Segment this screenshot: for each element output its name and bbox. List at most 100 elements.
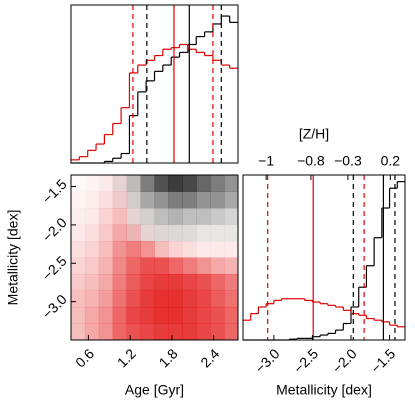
density-cell: [168, 274, 183, 291]
density-cell: [224, 224, 239, 242]
density-cell: [112, 208, 127, 225]
density-cell: [71, 208, 86, 225]
density-cell: [224, 290, 239, 308]
density-cell: [154, 241, 169, 258]
axes-frame: [242, 174, 406, 341]
density-cell: [98, 290, 114, 308]
density-cell: [98, 224, 114, 242]
density-cell: [154, 290, 169, 308]
density-cell: [224, 241, 239, 258]
x-tick-label: −3.0: [252, 345, 283, 376]
density-cell: [112, 307, 127, 324]
density-cell: [224, 191, 239, 209]
density-cell: [196, 241, 211, 258]
x-axis-label: Metallicity [dex]: [276, 382, 372, 398]
density-cell: [71, 274, 86, 291]
density-cell: [140, 274, 155, 291]
density-cell: [224, 323, 239, 341]
density-cell: [196, 307, 211, 324]
x-tick-label: 1.8: [156, 345, 181, 370]
density-cell: [112, 224, 127, 242]
density-cell: [112, 175, 127, 192]
density-cell: [182, 323, 197, 341]
density-cell: [84, 191, 100, 209]
density-cell: [168, 257, 183, 275]
density-cell: [126, 175, 141, 192]
density-cell: [168, 290, 183, 308]
x-tick-label: 2.4: [197, 345, 222, 370]
density-cell: [182, 175, 197, 192]
density-cell: [112, 257, 127, 275]
y-tick-label: −2.5: [39, 253, 70, 284]
density-cell: [196, 224, 211, 242]
y-tick-label: −2.0: [39, 214, 70, 245]
density-cell: [84, 241, 100, 258]
density-cell: [126, 191, 141, 209]
density-cell: [168, 175, 183, 192]
density-cell: [154, 323, 169, 341]
density-cell: [71, 257, 86, 275]
density-cell: [71, 191, 86, 209]
density-cell: [126, 224, 141, 242]
density-cell: [126, 241, 141, 258]
x2-tick-label: −0.8: [297, 153, 325, 169]
density-cell: [182, 307, 197, 324]
density-cell: [140, 257, 155, 275]
density-cell: [126, 323, 141, 341]
density-cell: [140, 224, 155, 242]
axes-frame: [70, 174, 239, 341]
x-tick-label: 1.2: [114, 345, 139, 370]
density-cell: [154, 191, 169, 209]
density-cell: [112, 274, 127, 291]
x2-tick-label: 0.2: [381, 153, 401, 169]
density-cell: [182, 224, 197, 242]
x-tick-label: −2.5: [290, 345, 321, 376]
density-cell: [126, 290, 141, 308]
density-cell: [196, 274, 211, 291]
density-cell: [210, 307, 225, 324]
density-cell: [112, 191, 127, 209]
density-cell: [126, 208, 141, 225]
density-cell: [210, 274, 225, 291]
density-cell: [71, 241, 86, 258]
density-cell: [182, 274, 197, 291]
density-cell: [71, 323, 86, 341]
density-cell: [210, 290, 225, 308]
density-cell: [140, 224, 155, 242]
x-axis-label: Age [Gyr]: [125, 382, 184, 398]
density-cell: [182, 257, 197, 275]
density-cell: [196, 257, 211, 275]
density-cell: [182, 191, 197, 209]
density-cell: [71, 307, 86, 324]
density-cell: [126, 208, 141, 225]
x-tick-label: −2.0: [329, 345, 360, 376]
density-cell: [140, 323, 155, 341]
density-cell: [154, 208, 169, 225]
density-cell: [84, 323, 100, 341]
density-cell: [196, 208, 211, 225]
density-cell: [224, 257, 239, 275]
density-cell: [98, 257, 114, 275]
density-cell: [112, 175, 127, 192]
density-cell: [98, 191, 114, 209]
density-cell: [154, 224, 169, 242]
density-cell: [182, 290, 197, 308]
density-cell: [84, 224, 100, 242]
density-cell: [196, 175, 211, 192]
density-cell: [168, 208, 183, 225]
density-cell: [126, 307, 141, 324]
density-cell: [210, 241, 225, 258]
density-cell: [168, 323, 183, 341]
density-cell: [140, 175, 155, 192]
y-tick-label: −1.5: [39, 176, 70, 207]
density-cell: [98, 208, 114, 225]
density-cell: [140, 241, 155, 258]
density-cell: [210, 208, 225, 225]
y-axis-label: Metallicity [dex]: [5, 210, 21, 306]
density-cell: [168, 191, 183, 209]
density-cell: [98, 323, 114, 341]
density-cell: [84, 274, 100, 291]
density-cell: [210, 224, 225, 242]
density-cell: [196, 290, 211, 308]
